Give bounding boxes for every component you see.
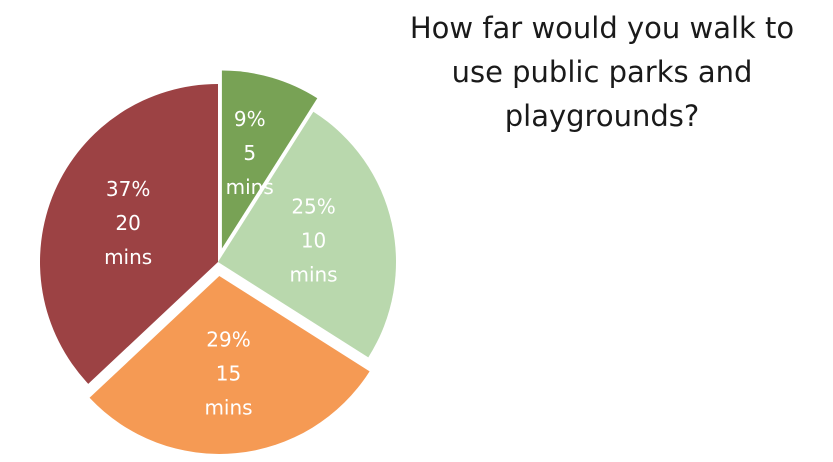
- pie-slices: [39, 70, 396, 454]
- pie-slice-5-mins: [221, 70, 318, 249]
- slice-label-5-mins: 9% 5 mins: [226, 107, 274, 199]
- pie-slice-10-mins: [218, 111, 396, 358]
- slice-label-15-mins: 29% 15 mins: [204, 327, 252, 419]
- pie-slice-15-mins: [89, 275, 370, 454]
- chart-title: How far would you walk to use public par…: [409, 11, 795, 133]
- slice-label-10-mins: 25% 10 mins: [289, 195, 337, 287]
- pie-slice-20-mins: [39, 84, 218, 384]
- pie-labels: 9% 5 mins 25% 10 mins 29% 15 mins 37% 20 mins: [104, 107, 338, 420]
- slice-label-20-mins: 37% 20 mins: [104, 177, 152, 269]
